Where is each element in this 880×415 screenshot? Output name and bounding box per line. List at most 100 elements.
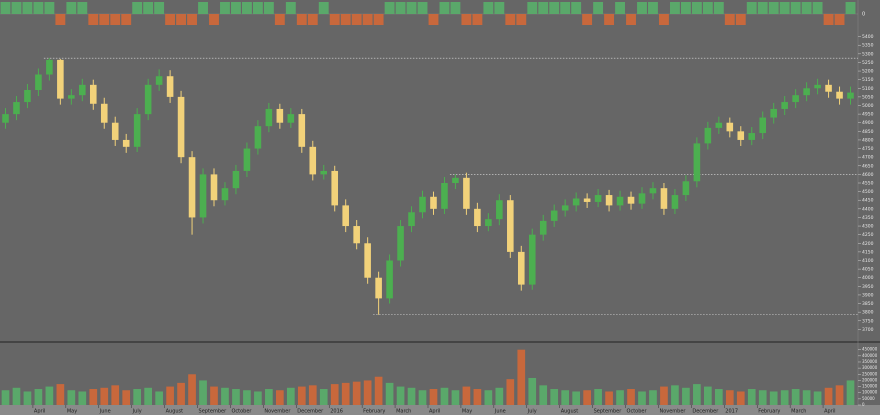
volume-bar [276, 390, 284, 405]
volume-bar [484, 390, 493, 405]
volume-bar [1, 390, 10, 405]
volume-bar [693, 384, 701, 405]
y-tick-label: 4800 [862, 137, 874, 143]
volume-bar [539, 385, 548, 405]
y-tick-label: 5400 [862, 34, 874, 40]
candle-body [572, 198, 580, 206]
y-tick-label: 4300 [862, 224, 874, 230]
candle-body [660, 188, 668, 209]
volume-bar [517, 349, 526, 405]
indicator-bar [691, 2, 702, 14]
indicator-bar [790, 2, 801, 14]
indicator-bar [549, 2, 560, 14]
y-tick-label: 3800 [862, 310, 874, 316]
indicator-bar [99, 14, 110, 25]
indicator-bar [483, 2, 494, 14]
volume-bar [12, 387, 21, 405]
candle-body [616, 196, 624, 206]
y-tick-label: 3850 [862, 301, 874, 307]
indicator-bar [373, 14, 384, 25]
candle-body [583, 198, 591, 202]
indicator-bar [582, 14, 593, 25]
volume-bar [100, 387, 109, 405]
volume-bar [714, 389, 723, 405]
candle-body [485, 219, 492, 227]
candle-body [825, 84, 832, 92]
indicator-bar [648, 2, 658, 14]
x-tick-label: May [462, 409, 472, 415]
candle-body [386, 260, 393, 299]
volume-bar [462, 386, 471, 405]
volume-bar [594, 389, 602, 405]
indicator-bar [263, 2, 274, 14]
indicator-bar [713, 2, 724, 14]
candle-body [287, 114, 295, 123]
candle-body [726, 122, 734, 132]
indicator-bar [406, 2, 417, 14]
volume-bar [374, 376, 383, 405]
volume-tick-label: 350000 [862, 359, 878, 364]
indicator-bar [77, 2, 88, 14]
volume-bar [846, 380, 855, 405]
volume-bar [725, 390, 734, 405]
candle-body [342, 205, 349, 227]
volume-bar [319, 389, 328, 405]
indicator-bar [626, 14, 636, 25]
x-tick-label: November [659, 409, 686, 415]
indicator-bar [724, 14, 735, 25]
candle-body [243, 148, 251, 171]
x-tick-label: April [429, 409, 440, 415]
candle-body [836, 91, 843, 99]
candle-body [419, 196, 426, 213]
candle-body [265, 108, 273, 127]
volume-bar [210, 386, 218, 405]
volume-bar [418, 390, 427, 405]
volume-bar [835, 385, 844, 405]
volume-bar [561, 390, 570, 405]
indicator-bar [669, 2, 680, 14]
candle-body [89, 84, 97, 104]
indicator-bar [11, 2, 22, 14]
indicator-bar [0, 2, 11, 14]
volume-bar [780, 390, 789, 405]
x-tick-label: February [363, 409, 385, 415]
candle-body [517, 251, 525, 285]
volume-bar [34, 389, 43, 405]
volume-bar [221, 387, 229, 405]
candle-body [331, 170, 339, 206]
volume-bar [23, 391, 32, 405]
volume-bar [747, 389, 756, 405]
volume-bar [736, 391, 745, 405]
volume-bar [111, 385, 120, 405]
candle-body [430, 196, 437, 209]
y-tick-label: 4250 [862, 232, 874, 238]
y-tick-label: 4150 [862, 249, 874, 255]
candle-body [792, 95, 799, 103]
indicator-bar [680, 2, 691, 14]
indicator-bar [702, 2, 713, 14]
volume-bar [758, 390, 767, 405]
y-tick-label: 3900 [862, 292, 874, 298]
candle-body [57, 59, 64, 99]
x-tick-label: June [494, 409, 506, 415]
candle-body [309, 146, 317, 175]
candle-body [803, 88, 810, 96]
indicator-tick-label: 0 [862, 12, 865, 18]
volume-bar [583, 390, 591, 405]
y-tick-label: 5000 [862, 103, 874, 109]
indicator-bar [55, 14, 66, 25]
x-tick-label: May [67, 409, 77, 415]
x-axis-strip [0, 405, 880, 415]
candle-body [737, 131, 745, 140]
candle-body [100, 103, 108, 123]
volume-bar [638, 391, 646, 405]
indicator-bar [274, 14, 285, 25]
x-tick-label: March [396, 409, 411, 415]
indicator-bar [165, 14, 176, 25]
indicator-bar [285, 2, 296, 14]
indicator-bar [176, 14, 187, 25]
volume-tick-label: 50000 [862, 396, 875, 401]
x-tick-label: 2017 [725, 409, 738, 415]
volume-bar [605, 391, 613, 405]
